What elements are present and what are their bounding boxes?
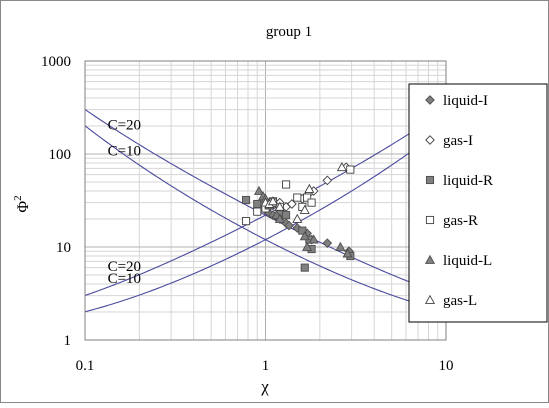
data-point [298, 226, 307, 235]
data-point [292, 213, 303, 223]
chart-title: group 1 [266, 24, 312, 40]
x-tick-label: 10 [439, 358, 454, 374]
data-point [308, 234, 319, 244]
y-axis-label-superscript: 2 [12, 195, 24, 201]
curve-label: C=10 [108, 271, 141, 287]
data-point [253, 185, 265, 195]
data-point [274, 201, 285, 211]
legend-marker [425, 215, 435, 225]
data-point [287, 199, 297, 209]
y-tick-label: 1 [64, 333, 72, 349]
data-point [300, 263, 309, 272]
data-point [282, 180, 291, 189]
correlation-curves [85, 109, 446, 313]
y-tick-label: 1000 [41, 54, 71, 70]
data-point [241, 217, 251, 226]
data-point [346, 165, 355, 174]
data-point [274, 213, 285, 223]
data-point [307, 198, 316, 207]
data-point [303, 193, 312, 202]
data-point [299, 231, 310, 241]
legend-label: liquid-L [443, 253, 492, 269]
svg-text:Φ2: Φ2 [12, 195, 32, 212]
y-tick-label: 10 [56, 240, 71, 256]
data-point [322, 175, 333, 186]
curve-label: C=20 [108, 259, 141, 275]
x-tick-label: 1 [262, 358, 270, 374]
legend-label: gas-I [443, 133, 473, 149]
curve-labels: C=20C=10C=20C=10 [108, 117, 141, 287]
legend-label: liquid-I [443, 93, 488, 109]
data-point [336, 162, 347, 172]
data-point [322, 238, 333, 248]
curve-label: C=20 [108, 117, 141, 133]
legend-marker [424, 254, 436, 264]
data-point [293, 193, 302, 202]
legend-label: liquid-R [443, 173, 493, 189]
x-tick-label: 0.1 [76, 358, 95, 374]
legend-marker [424, 294, 436, 304]
data-point [253, 207, 262, 216]
data-point [342, 248, 353, 258]
data-point [267, 196, 279, 206]
data-point [302, 241, 313, 251]
legend-marker [425, 175, 435, 185]
legend-marker [425, 95, 435, 105]
legend-marker [425, 135, 435, 145]
legend-label: gas-R [443, 213, 478, 229]
legend-label: gas-L [443, 293, 477, 309]
series-gas-L [260, 162, 347, 223]
y-axis-label-base: Φ [15, 201, 32, 213]
x-axis-label: χ [260, 377, 269, 396]
legend-box [408, 83, 548, 323]
data-point [241, 195, 251, 205]
y-axis-label: Φ2 [12, 195, 32, 212]
data-point [304, 183, 315, 193]
y-tick-label: 100 [49, 147, 72, 163]
data-points [241, 162, 355, 272]
data-point [299, 204, 310, 214]
data-point [284, 220, 294, 231]
curve-gas-c20 [85, 109, 446, 297]
data-point [253, 199, 262, 209]
data-point [335, 241, 346, 251]
curve-gas-c10 [85, 125, 446, 313]
data-point [282, 211, 291, 220]
legend: liquid-I gas-I liquid-R gas-R liquid-L gas-L [408, 83, 548, 323]
curve-label: C=10 [108, 143, 141, 159]
